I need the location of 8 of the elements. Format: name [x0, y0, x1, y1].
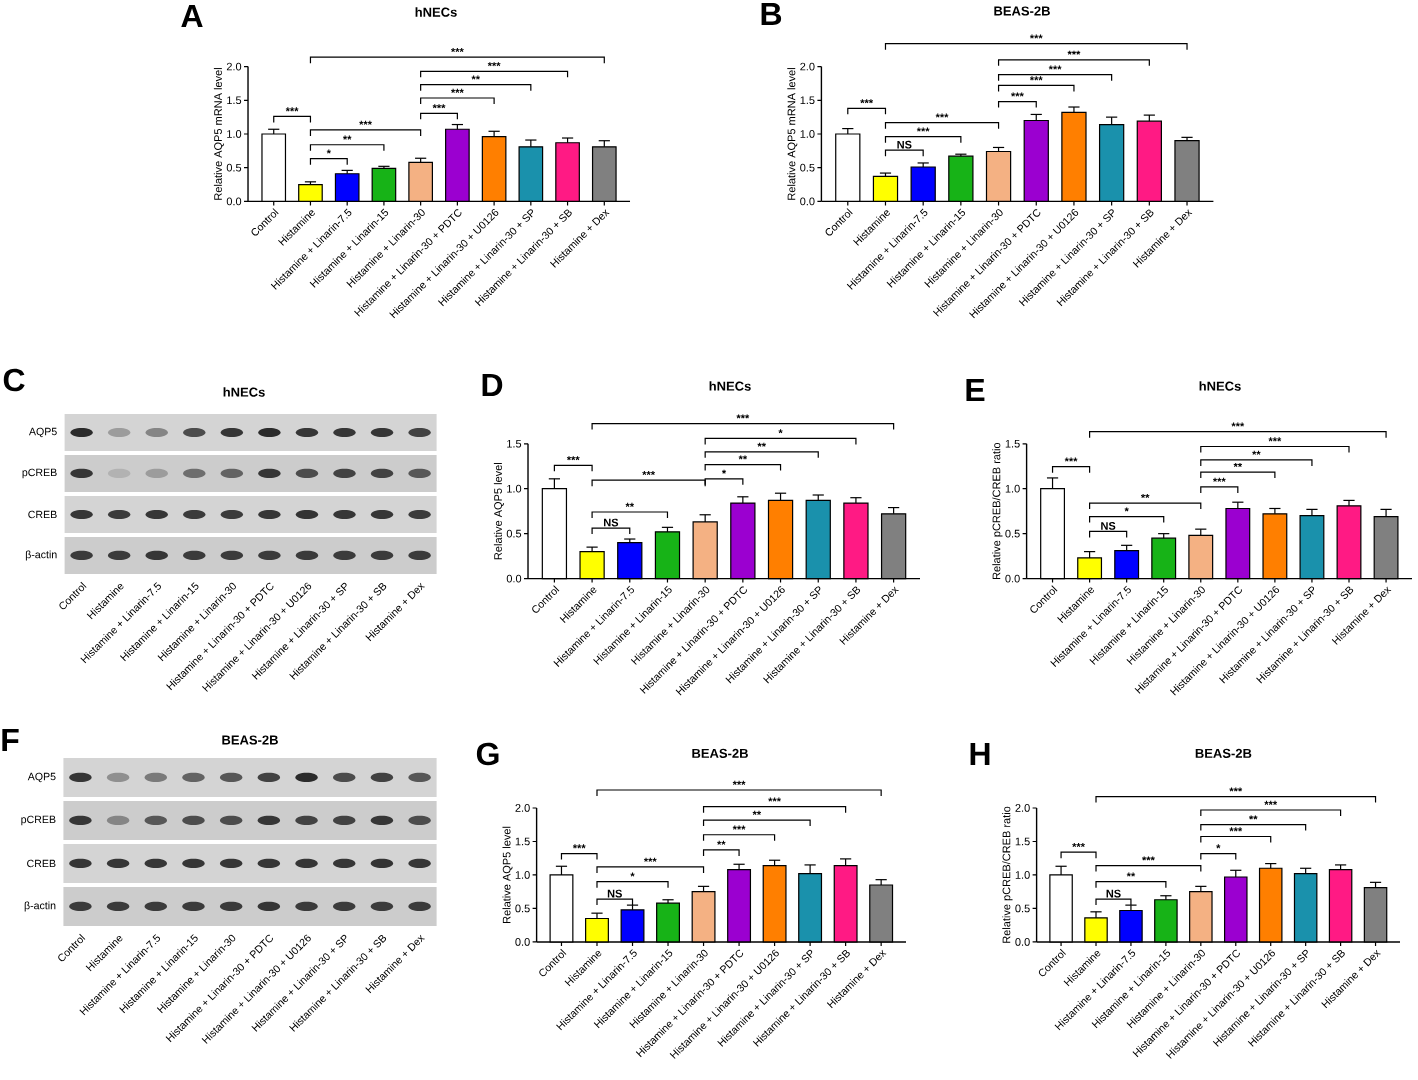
text: F [2, 728, 19, 751]
text: C [3, 368, 25, 392]
text: H [970, 742, 990, 765]
text: A [181, 4, 203, 27]
text: D [482, 373, 503, 396]
text: G [476, 742, 499, 766]
text: E [966, 378, 985, 401]
text: B [761, 2, 782, 25]
